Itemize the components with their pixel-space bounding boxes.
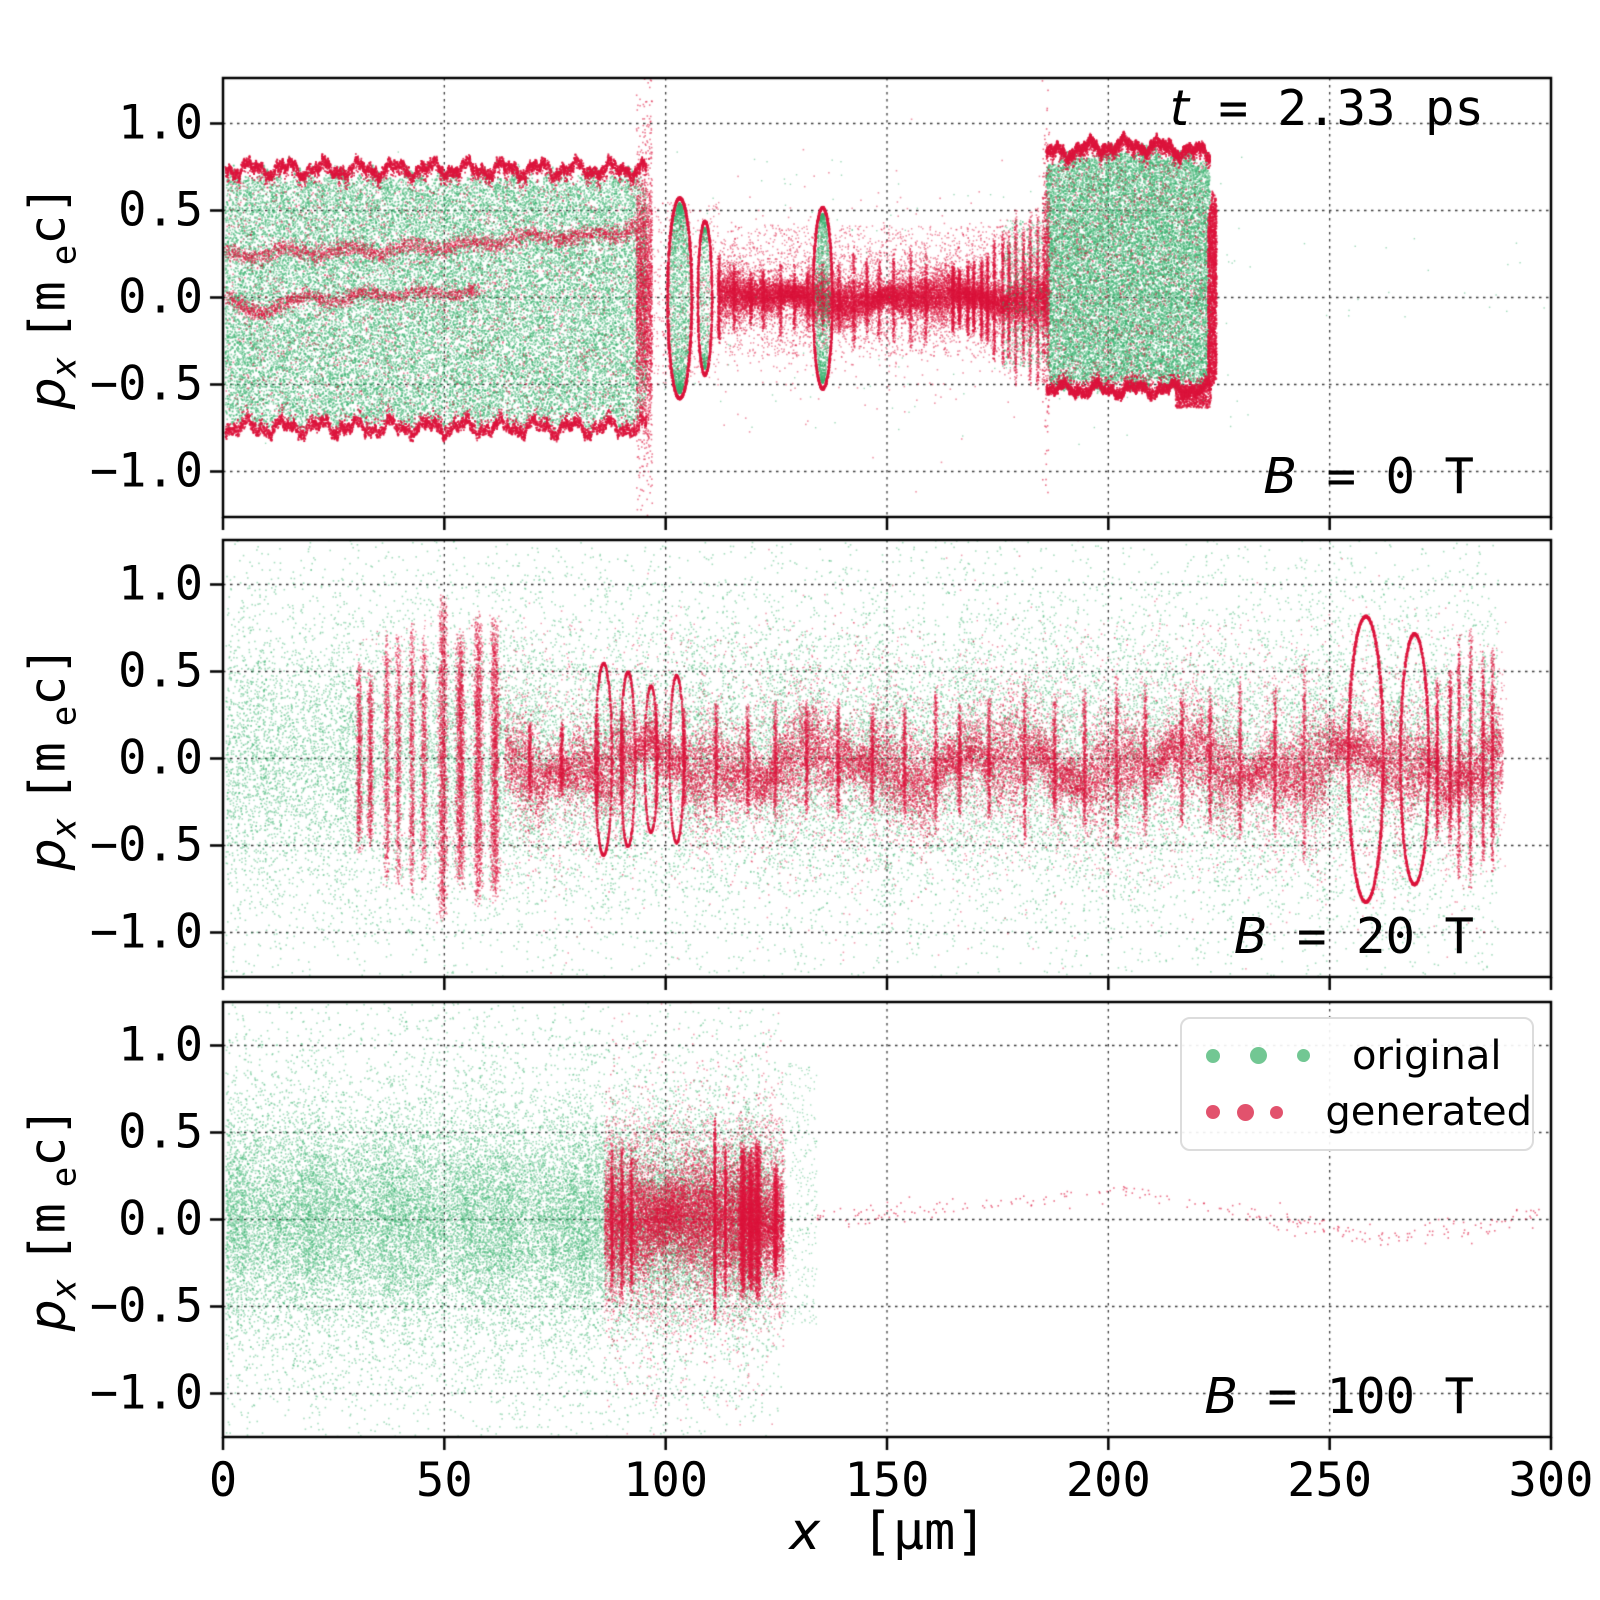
original-dot-icon — [1297, 1049, 1310, 1063]
y-axis-var: p — [18, 377, 77, 410]
time-annotation: t = 2.33 ps — [1170, 84, 1484, 133]
y-tick-label: 1.0 — [118, 1016, 203, 1072]
y-axis-unit-post: c] — [18, 645, 77, 706]
bfield-annotation-1: B = 20 T — [1234, 912, 1474, 961]
bfield-var: B — [1263, 448, 1297, 505]
y-axis-var-sub: x — [44, 1279, 85, 1300]
y-axis-unit-post: c] — [18, 184, 77, 245]
time-annotation-value: = 2.33 ps — [1188, 80, 1484, 137]
y-axis-var: p — [18, 1299, 77, 1332]
y-axis-label-0: px [m ec] — [19, 185, 85, 410]
y-tick-label: 0.0 — [118, 729, 203, 785]
bfield-value: = 20 T — [1267, 908, 1474, 965]
y-tick-label: −0.5 — [89, 355, 203, 411]
y-tick-label: 1.0 — [118, 555, 203, 611]
y-axis-unit: [m — [18, 742, 77, 803]
bfield-var: B — [1233, 908, 1268, 965]
legend: original generated — [1180, 1017, 1534, 1151]
x-axis-var: x — [789, 1502, 821, 1562]
y-axis-unit: [m — [18, 281, 77, 342]
generated-dot-icon — [1270, 1105, 1284, 1119]
generated-dot-icon — [1206, 1105, 1220, 1120]
y-axis-unit-sub: e — [44, 1166, 85, 1188]
y-axis-label-1: px [m ec] — [19, 646, 85, 871]
legend-entry-original: original — [1206, 1036, 1532, 1076]
y-axis-var: p — [18, 838, 77, 871]
y-axis-unit-sub: e — [44, 705, 85, 727]
y-axis-unit-post: c] — [18, 1106, 77, 1167]
x-tick-label: 300 — [1508, 1453, 1594, 1508]
original-dot-icon — [1206, 1048, 1220, 1063]
y-tick-label: 0.0 — [118, 1190, 203, 1246]
original-dot-icon — [1250, 1047, 1267, 1065]
legend-entry-generated: generated — [1206, 1092, 1532, 1132]
y-tick-label: 0.5 — [118, 642, 203, 698]
y-axis-var-sub: x — [44, 818, 85, 839]
x-tick-label: 200 — [1065, 1453, 1151, 1508]
y-axis-unit: [m — [18, 1203, 77, 1264]
bfield-annotation-0: B = 0 T — [1263, 452, 1474, 501]
y-tick-label: 0.0 — [118, 268, 203, 324]
x-tick-label: 50 — [416, 1453, 473, 1508]
y-tick-label: −0.5 — [89, 816, 203, 872]
x-tick-label: 250 — [1287, 1453, 1373, 1508]
generated-swatch-dots — [1206, 1103, 1284, 1121]
y-tick-label: 0.5 — [118, 1103, 203, 1159]
x-tick-label: 100 — [623, 1453, 709, 1508]
generated-dot-icon — [1236, 1103, 1254, 1121]
x-axis-label: x [μm] — [789, 1502, 986, 1562]
x-tick-label: 150 — [844, 1453, 930, 1508]
bfield-var: B — [1204, 1368, 1238, 1425]
bfield-value: = 0 T — [1296, 448, 1474, 505]
legend-label-generated: generated — [1325, 1089, 1532, 1136]
y-axis-var-sub: x — [44, 357, 85, 378]
x-axis-unit: [μm] — [830, 1502, 987, 1562]
y-tick-label: −1.0 — [89, 1364, 203, 1420]
y-axis-unit-sub: e — [44, 244, 85, 266]
time-annotation-var: t — [1169, 80, 1189, 137]
y-tick-label: −1.0 — [89, 903, 203, 959]
y-tick-label: −0.5 — [89, 1277, 203, 1333]
bfield-value: = 100 T — [1237, 1368, 1474, 1425]
y-axis-label-2: px [m ec] — [19, 1107, 85, 1332]
y-tick-label: 0.5 — [118, 181, 203, 237]
x-tick-label: 0 — [208, 1453, 238, 1508]
y-tick-label: 1.0 — [118, 94, 203, 150]
original-swatch-dots — [1206, 1047, 1310, 1065]
y-tick-label: −1.0 — [89, 442, 203, 498]
bfield-annotation-2: B = 100 T — [1204, 1372, 1474, 1421]
legend-label-original: original — [1352, 1032, 1502, 1079]
